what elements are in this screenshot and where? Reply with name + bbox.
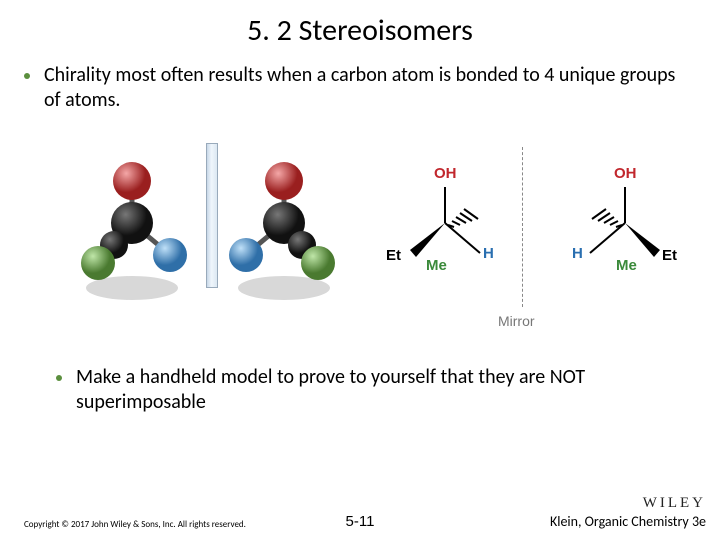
copyright-text: Copyright © 2017 John Wiley & Sons, Inc.… [24, 519, 246, 530]
molecule-model-right [220, 153, 350, 308]
label-et: Et [662, 247, 677, 264]
wiley-logo: WILEY [550, 495, 706, 512]
book-reference: Klein, Organic Chemistry 3e [550, 513, 706, 530]
wedge-structure-right: OH Et Me H [560, 165, 690, 285]
bullet-2: Make a handheld model to prove to yourse… [0, 365, 720, 415]
page-number: 5-11 [346, 513, 375, 530]
label-oh: OH [614, 165, 637, 182]
bullet-2-text: Make a handheld model to prove to yourse… [76, 365, 696, 415]
label-me: Me [426, 257, 447, 274]
bullet-1: Chirality most often results when a carb… [0, 63, 720, 113]
label-me: Me [616, 257, 637, 274]
mirror-dashed-line [522, 147, 523, 307]
wedge-structure-left: OH Et Me H [380, 165, 510, 285]
slide-title: 5. 2 Stereoisomers [0, 0, 720, 49]
bullet-dot-icon [24, 73, 30, 79]
label-oh: OH [434, 165, 457, 182]
label-h: H [572, 245, 583, 262]
bullet-dot-icon [56, 375, 62, 381]
figure-area: OH Et Me H OH Et Me H Mirror [0, 137, 720, 347]
label-h: H [483, 245, 494, 262]
bullet-1-text: Chirality most often results when a carb… [44, 63, 696, 113]
molecule-model-left [70, 153, 200, 308]
mirror-pane [206, 143, 218, 288]
mirror-label: Mirror [498, 313, 535, 329]
label-et: Et [386, 247, 401, 264]
